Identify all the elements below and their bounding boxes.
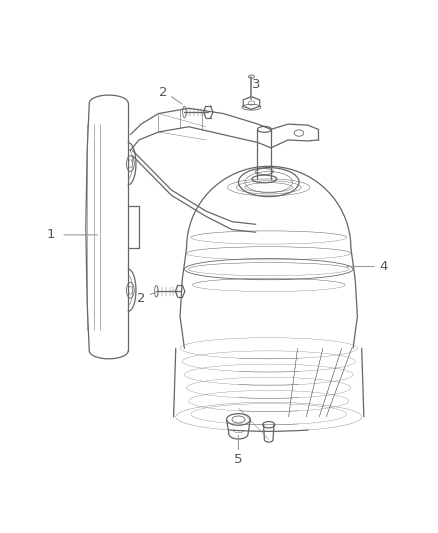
Text: 1: 1: [46, 228, 55, 241]
Text: 2: 2: [137, 292, 145, 305]
Text: 2: 2: [159, 86, 167, 99]
Text: 4: 4: [379, 260, 388, 273]
Text: 5: 5: [234, 453, 243, 465]
Text: 3: 3: [251, 78, 260, 91]
